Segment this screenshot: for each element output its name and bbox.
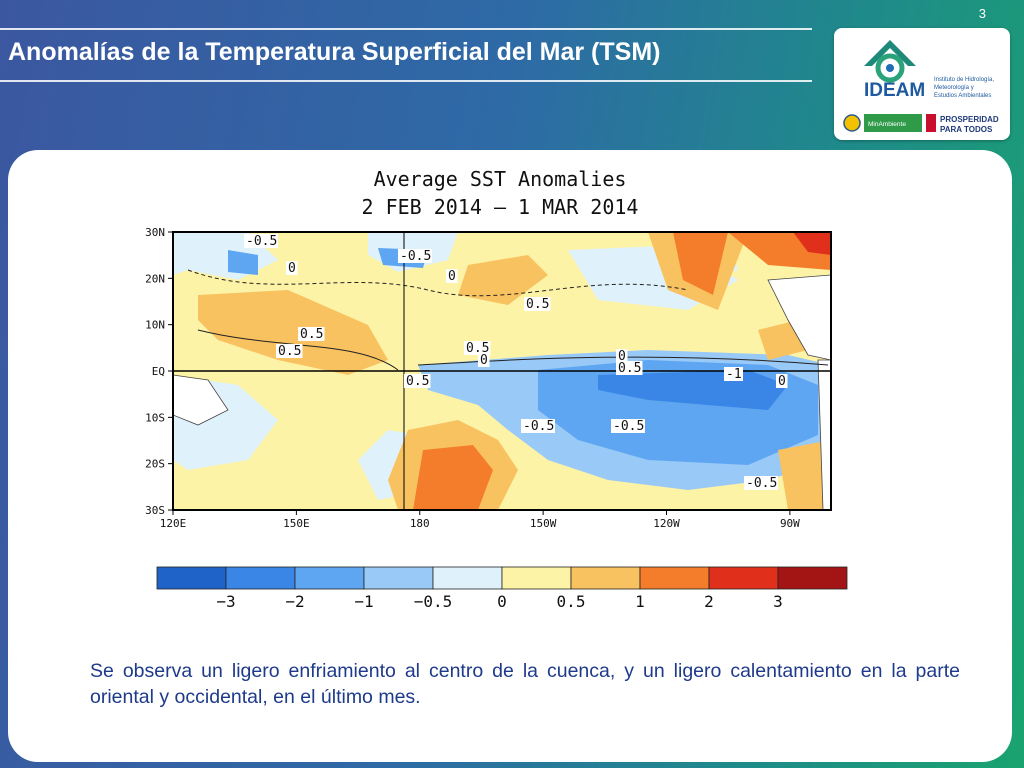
sst-anomaly-chart: Average SST Anomalies 2 FEB 2014 – 1 MAR…: [145, 167, 848, 611]
minambiente-label: MinAmbiente: [868, 121, 906, 128]
x-tick-label: 150E: [283, 517, 310, 530]
logo-roof-icon: [864, 40, 916, 66]
y-tick-label: 20N: [145, 272, 165, 285]
contour-label: -1: [726, 367, 742, 382]
x-axis-ticks: 120E 150E 180 150W 120W 90W: [160, 510, 800, 530]
colorbar-label: −3: [216, 592, 235, 611]
colorbar-swatch: [639, 566, 710, 590]
contour-label: 0.5: [526, 297, 549, 312]
y-tick-label: 10S: [145, 411, 165, 424]
y-axis-ticks: 30N 20N 10N EQ 10S 20S 30S: [145, 226, 173, 517]
prosperidad-flag-icon: [926, 114, 936, 132]
colorbar: −3 −2 −1 −0.5 0 0.5 1 2 3: [156, 566, 848, 611]
colombia-shield-icon: [843, 114, 861, 132]
minambiente-badge: [864, 114, 922, 132]
contour-label: -0.5: [523, 419, 554, 434]
contour-label: 0.5: [466, 341, 489, 356]
contour-label: 0: [618, 349, 626, 364]
x-tick-label: 180: [410, 517, 430, 530]
logo-subtitle-3: Estudios Ambientales: [934, 93, 991, 99]
land-americas: [767, 274, 831, 361]
contour-label: -0.5: [613, 419, 644, 434]
x-tick-label: 120E: [160, 517, 187, 530]
contour-label: 0.5: [406, 374, 429, 389]
colorbar-swatch: [777, 566, 848, 590]
colorbar-swatch: [501, 566, 572, 590]
colorbar-label: −0.5: [414, 592, 453, 611]
ideam-logo: IDEAM Instituto de Hidrología, Meteorolo…: [834, 28, 1010, 140]
colorbar-swatch: [363, 566, 434, 590]
y-tick-label: 20S: [145, 458, 165, 471]
contour-label: 0.5: [300, 327, 323, 342]
title-divider-top: [0, 28, 812, 30]
land-west: [173, 374, 229, 426]
contour-label: 0: [480, 353, 488, 368]
colorbar-label: −1: [354, 592, 373, 611]
slide-caption: Se observa un ligero enfriamiento al cen…: [90, 660, 960, 708]
y-tick-label: 30N: [145, 226, 165, 239]
colorbar-swatch: [708, 566, 779, 590]
colorbar-label: −2: [285, 592, 304, 611]
contour-label: 0: [778, 374, 786, 389]
contour-label: -0.5: [400, 249, 431, 264]
colorbar-label: 3: [773, 592, 783, 611]
chart-subtitle: 2 FEB 2014 – 1 MAR 2014: [362, 195, 639, 219]
colorbar-swatch: [294, 566, 365, 590]
y-tick-label: 10N: [145, 319, 165, 332]
slide-number: 3: [978, 6, 986, 21]
logo-name: IDEAM: [864, 80, 925, 101]
y-tick-label: 30S: [145, 504, 165, 517]
contour-label: 0: [448, 269, 456, 284]
contour-label: -0.5: [246, 234, 277, 249]
slide-title: Anomalías de la Temperatura Superficial …: [8, 38, 661, 66]
x-tick-label: 150W: [530, 517, 557, 530]
warm-west: [198, 290, 388, 375]
y-tick-label: EQ: [152, 365, 165, 378]
colorbar-swatch: [156, 566, 227, 590]
colorbar-swatch: [570, 566, 641, 590]
colorbar-label: 0: [497, 592, 507, 611]
colorbar-label: 2: [704, 592, 714, 611]
contour-label: 0: [288, 261, 296, 276]
colorbar-label: 1: [635, 592, 645, 611]
title-divider-bottom: [0, 80, 812, 82]
colorbar-swatch: [225, 566, 296, 590]
ideam-logo-graphic: IDEAM Instituto de Hidrología, Meteorolo…: [843, 40, 999, 134]
contour-label: 0.5: [618, 361, 641, 376]
contour-label: 0.5: [278, 344, 301, 359]
prosperidad-line-2: PARA TODOS: [940, 125, 993, 134]
x-tick-label: 120W: [653, 517, 680, 530]
logo-swirl-icon: [875, 53, 905, 83]
chart-title: Average SST Anomalies: [374, 167, 627, 191]
colorbar-label: 0.5: [557, 592, 586, 611]
contour-label: -0.5: [746, 476, 777, 491]
colorbar-swatch: [432, 566, 503, 590]
logo-subtitle-2: Meteorología y: [934, 85, 974, 91]
logo-subtitle-1: Instituto de Hidrología,: [934, 77, 994, 83]
prosperidad-line-1: PROSPERIDAD: [940, 115, 999, 124]
x-tick-label: 90W: [780, 517, 800, 530]
